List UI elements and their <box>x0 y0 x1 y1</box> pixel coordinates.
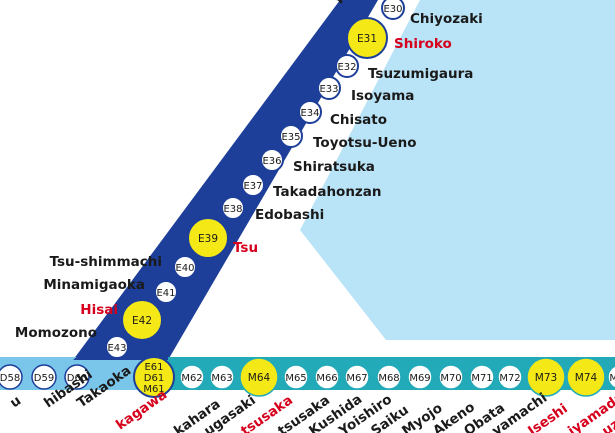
e-line-labels: Chiyozaki Shiroko Tsuzumigaura Isoyama Chisa… <box>15 11 483 341</box>
station-code-e38: E38 <box>223 204 242 215</box>
station-code-m70: M70 <box>440 373 461 384</box>
station-marker-e40[interactable] <box>173 255 197 279</box>
station-code-m61: M61 <box>143 384 164 395</box>
station-marker-d60[interactable] <box>64 364 90 390</box>
station-marker-e39[interactable] <box>187 217 229 259</box>
station-code-d59: D59 <box>34 373 54 384</box>
station-code-e61: E61 <box>144 362 163 373</box>
station-marker-e37[interactable] <box>241 173 265 197</box>
station-marker-m66[interactable] <box>314 364 340 390</box>
station-code-m65: M65 <box>285 373 306 384</box>
station-code-m74: M74 <box>575 372 598 384</box>
station-marker-m67[interactable] <box>344 364 370 390</box>
station-marker-d59[interactable] <box>31 364 57 390</box>
station-name-u: u <box>7 393 24 412</box>
station-name-edobashi: Edobashi <box>255 207 324 223</box>
station-code-m71: M71 <box>471 373 492 384</box>
station-marker-e38[interactable] <box>221 196 245 220</box>
station-name-tsu: Tsu <box>233 240 258 256</box>
station-name-tsuzumigaura: Tsuzumigaura <box>368 66 473 82</box>
station-code-m62: M62 <box>181 373 202 384</box>
station-marker-e31[interactable] <box>346 17 388 59</box>
station-code-e34: E34 <box>300 108 319 119</box>
station-code-m72: M72 <box>499 373 520 384</box>
station-code-e30: E30 <box>383 4 402 15</box>
station-code-d58: D58 <box>0 373 20 384</box>
station-code-e33: E33 <box>319 84 338 95</box>
station-code-m67: M67 <box>346 373 367 384</box>
station-marker-m75[interactable] <box>607 365 615 389</box>
station-name-hisai: Hisai <box>80 302 118 318</box>
station-marker-m62[interactable] <box>179 364 205 390</box>
station-marker-m71[interactable] <box>469 364 495 390</box>
station-name-momozono: Momozono <box>15 325 97 341</box>
station-name-toyotsu-ueno: Toyotsu-Ueno <box>313 135 416 151</box>
station-code-d60: D60 <box>67 373 87 384</box>
e-line-ribbon <box>73 0 378 360</box>
station-name-chisato: Chisato <box>330 112 387 128</box>
station-marker-e36[interactable] <box>260 148 284 172</box>
station-code-m64: M64 <box>248 372 271 384</box>
station-code-e41: E41 <box>156 288 175 299</box>
station-marker-e34[interactable] <box>298 100 322 124</box>
station-marker-m69[interactable] <box>407 364 433 390</box>
station-marker-e30[interactable] <box>381 0 405 20</box>
station-name-shiroko: Shiroko <box>394 36 452 52</box>
station-code-e43: E43 <box>107 343 126 354</box>
station-code-m63: M63 <box>211 373 232 384</box>
station-name-shiratsuka: Shiratsuka <box>293 159 375 175</box>
station-marker-e43[interactable] <box>105 335 129 359</box>
station-name-isoyama: Isoyama <box>351 88 414 104</box>
station-code-e32: E32 <box>337 62 356 73</box>
station-marker-m68[interactable] <box>376 364 402 390</box>
station-marker-e32[interactable] <box>335 54 359 78</box>
station-name-minamigaoka: Minamigaoka <box>43 277 145 293</box>
station-code-m73: M73 <box>535 372 557 384</box>
cut-top-label: Yo <box>330 0 355 10</box>
station-code-e35: E35 <box>281 132 300 143</box>
station-marker-m65[interactable] <box>283 364 309 390</box>
station-marker-junction[interactable] <box>133 356 175 398</box>
station-code-e36: E36 <box>262 156 281 167</box>
e-line-stations: E30 E31 E32 E33 E34 E35 E36 E37 E38 E39 E40 E41 E42 E… <box>105 0 405 359</box>
station-code-e31: E31 <box>357 33 377 45</box>
station-marker-m72[interactable] <box>497 364 523 390</box>
station-marker-m63[interactable] <box>209 364 235 390</box>
station-marker-m74[interactable] <box>566 357 606 397</box>
station-code-d61: D61 <box>144 373 164 384</box>
station-name-takadahonzan: Takadahonzan <box>273 184 382 200</box>
station-marker-m64[interactable] <box>239 357 279 397</box>
station-marker-e35[interactable] <box>279 124 303 148</box>
station-code-m68: M68 <box>378 373 399 384</box>
station-code-e40: E40 <box>175 263 194 274</box>
station-code-e39: E39 <box>198 233 218 245</box>
station-name-chiyozaki: Chiyozaki <box>410 11 483 27</box>
sea <box>300 0 615 340</box>
station-code-m66: M66 <box>316 373 337 384</box>
station-code-e37: E37 <box>243 181 262 192</box>
station-marker-e33[interactable] <box>317 76 341 100</box>
station-marker-m73[interactable] <box>526 357 566 397</box>
station-code-m75: M75 <box>609 373 615 384</box>
station-code-m69: M69 <box>409 373 430 384</box>
station-marker-m70[interactable] <box>438 364 464 390</box>
station-code-e42: E42 <box>132 315 152 327</box>
station-marker-e42[interactable] <box>121 299 163 341</box>
station-marker-e41[interactable] <box>154 280 178 304</box>
station-marker-d58[interactable] <box>0 364 23 390</box>
station-name-tsu-shimmachi: Tsu-shimmachi <box>50 254 162 270</box>
